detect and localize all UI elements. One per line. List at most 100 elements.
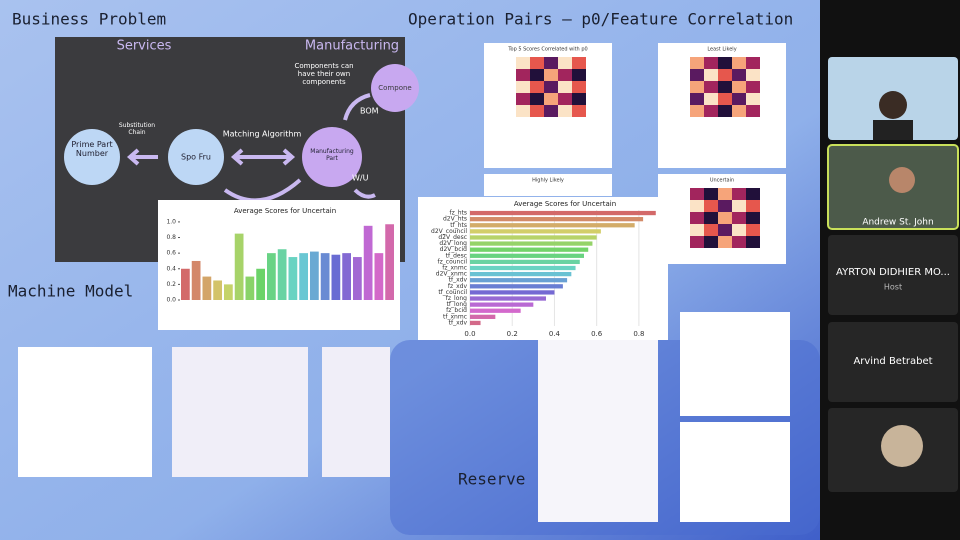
bar	[470, 314, 496, 319]
participant-tile[interactable]	[828, 235, 958, 315]
heatmap-cell	[690, 224, 704, 236]
bar	[202, 276, 212, 300]
bar	[267, 253, 276, 300]
heatmap-cell	[746, 236, 760, 248]
y-tick-label: fz_long	[446, 295, 467, 302]
plot-thumb	[680, 312, 790, 416]
bar	[191, 260, 201, 300]
heatmap-cell	[690, 212, 704, 224]
chart-title: Average Scores for Uncertain	[514, 200, 616, 208]
bar	[374, 253, 384, 300]
heatmap-cell	[718, 200, 732, 212]
y-tick-label: tf_council	[438, 289, 467, 296]
heatmap-cell	[704, 236, 718, 248]
heatmap-cell	[530, 69, 544, 81]
heatmap-cell	[732, 69, 746, 81]
bar	[470, 259, 580, 265]
heatmap-cell	[558, 105, 572, 117]
heatmap-cell	[704, 81, 718, 93]
bar	[331, 254, 341, 300]
bar	[470, 223, 635, 228]
heatmap-cell	[746, 81, 760, 93]
edge-label: W/U	[352, 174, 369, 183]
bar	[470, 308, 521, 313]
heatmap-cell	[718, 212, 732, 224]
edge-label: Substitution Chain	[118, 122, 156, 136]
bar	[277, 249, 287, 300]
heatmap-title: Least Likely	[707, 47, 736, 53]
bar	[353, 257, 362, 300]
bar	[470, 302, 534, 307]
x-tick-label: 0.2	[507, 330, 518, 338]
slide-title: Operation Pairs – p0/Feature Correlation	[408, 10, 793, 29]
heatmap-cell	[558, 81, 572, 93]
heatmap-cell	[732, 105, 746, 117]
plot-thumb	[18, 347, 152, 477]
bar	[470, 290, 555, 295]
y-tick-label: d2V_xnmc	[436, 271, 467, 278]
heatmap-cell	[690, 57, 704, 69]
person	[879, 91, 907, 119]
heatmap-cell	[558, 69, 572, 81]
bar	[213, 280, 222, 300]
bar	[470, 235, 597, 240]
heatmaps: Top 5 Scores Correlated with p0 Least Lik…	[484, 43, 786, 264]
heatmap-cell	[732, 200, 746, 212]
heatmap-cell	[530, 57, 544, 69]
heatmap-cell	[690, 81, 704, 93]
y-tick-label: 0.2	[166, 281, 176, 288]
y-tick-label: fz_hts	[449, 210, 467, 217]
participant-name: Arvind Betrabet	[853, 356, 932, 367]
participant-name: Andrew St. John	[862, 218, 933, 228]
avatar	[881, 425, 923, 467]
bar	[470, 253, 584, 258]
node-text: Manufacturing Part	[310, 148, 353, 162]
participant-tile[interactable]	[828, 322, 958, 402]
heatmap-cell	[690, 188, 704, 200]
heatmap-cell	[690, 105, 704, 117]
bar	[256, 268, 265, 300]
heatmap-cell	[746, 57, 760, 69]
bar	[470, 296, 546, 301]
heatmap-cell	[544, 93, 558, 105]
heatmap-cell	[530, 93, 544, 105]
heatmap-cell	[544, 81, 558, 93]
heatmap-title: Uncertain	[710, 178, 734, 184]
heatmap-cell	[718, 188, 732, 200]
node-label: Spo Fru	[181, 153, 211, 162]
bar	[470, 217, 644, 222]
y-tick-label: d2V_long	[439, 240, 467, 247]
heatmap-cell	[572, 81, 586, 93]
bar	[299, 253, 308, 300]
note-text: Components can have their own components	[294, 62, 354, 86]
heatmap-cell	[704, 212, 718, 224]
heatmap-cell	[690, 236, 704, 248]
heatmap-cell	[718, 105, 732, 117]
bar	[320, 253, 330, 300]
heatmap-cell	[746, 93, 760, 105]
y-tick-label: fz_xdv	[448, 283, 468, 290]
x-tick-label: 0.6	[591, 330, 603, 338]
node-text: Prime Part Number	[71, 140, 112, 158]
y-tick-label: fz_bcid	[446, 307, 467, 314]
bar	[342, 253, 351, 300]
plot-thumb	[680, 422, 790, 522]
label: Manufacturing	[305, 39, 399, 54]
heatmap-cell	[572, 93, 586, 105]
y-tick-label: tf_xnmc	[443, 313, 467, 320]
heatmap-cell	[572, 57, 586, 69]
heatmap-cell	[704, 69, 718, 81]
heatmap-cell	[732, 57, 746, 69]
heatmap-title: Highly Likely	[532, 178, 564, 184]
bar	[310, 251, 319, 300]
heatmap-cell	[718, 224, 732, 236]
slide-title: Business Problem	[12, 10, 166, 29]
heatmap-cell	[544, 105, 558, 117]
heatmap-cell	[704, 105, 718, 117]
node	[371, 64, 419, 112]
bar	[181, 268, 190, 300]
person	[873, 120, 913, 140]
node	[64, 129, 120, 185]
heatmap-cell	[746, 224, 760, 236]
y-tick-label: tf_long	[447, 301, 468, 308]
